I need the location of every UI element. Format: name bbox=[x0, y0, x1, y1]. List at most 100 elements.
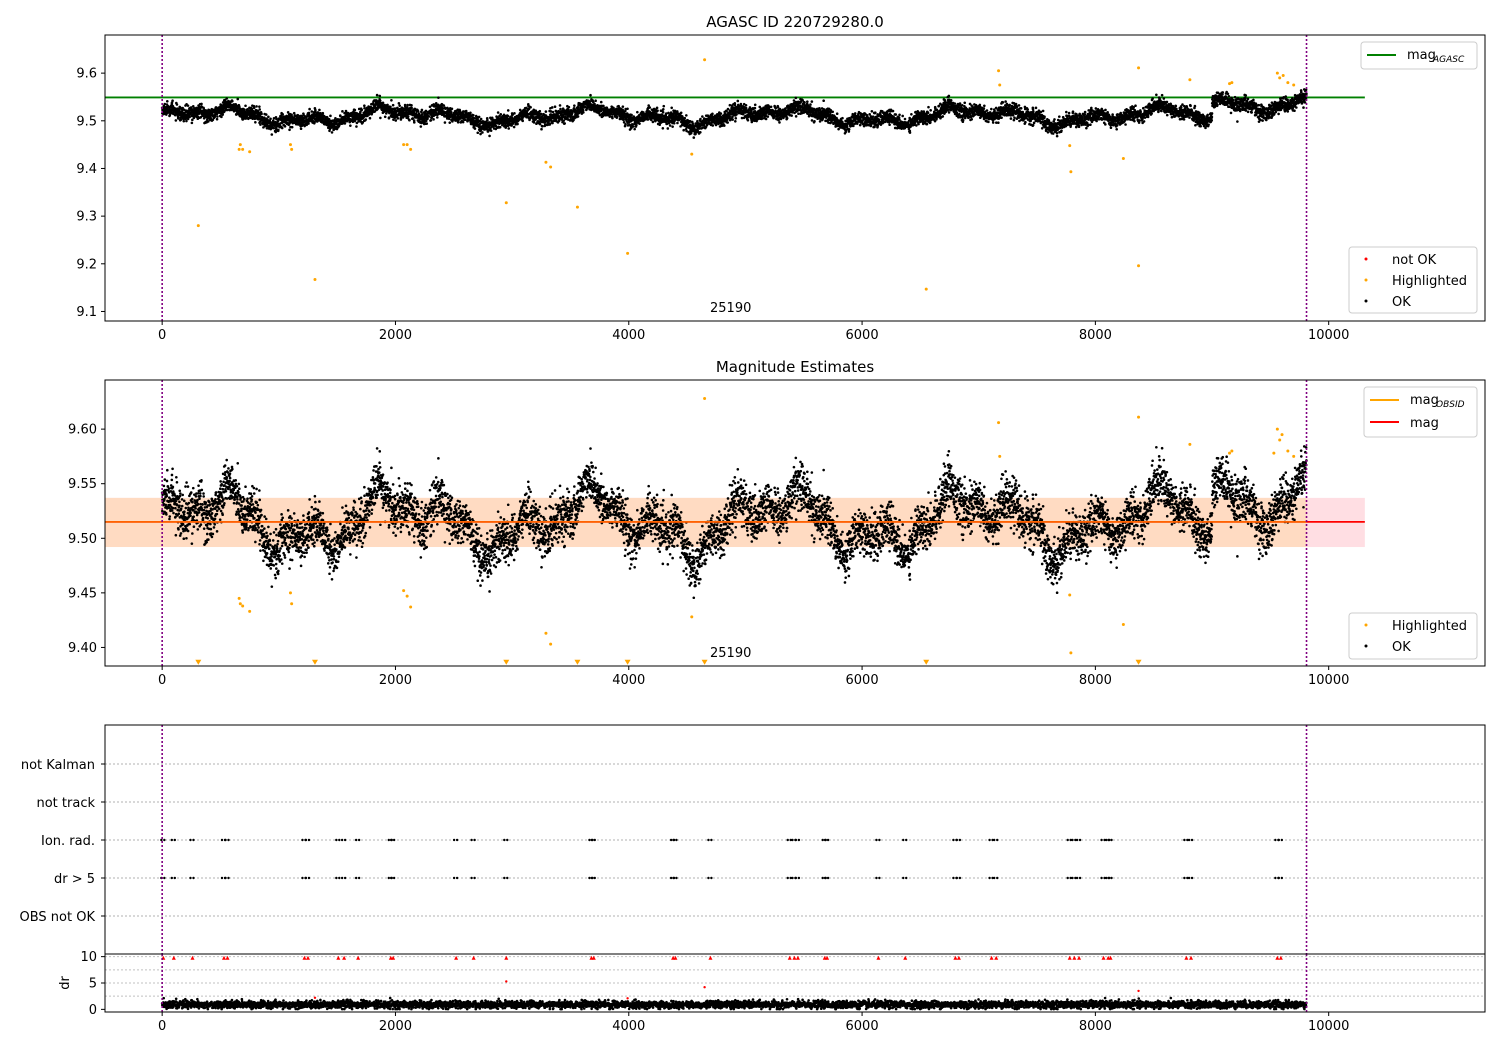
agasc-ok-point bbox=[652, 121, 655, 124]
agasc-ok-point bbox=[780, 118, 783, 121]
agasc-ok-point bbox=[273, 127, 276, 130]
agasc-ok-point bbox=[795, 115, 798, 118]
agasc-ok-point bbox=[384, 115, 387, 118]
agasc-ok-point bbox=[481, 131, 484, 134]
agasc-ok-point bbox=[296, 114, 299, 117]
agasc-ok-point bbox=[255, 105, 258, 108]
agasc-ok-point bbox=[809, 103, 812, 106]
agasc-ok-point bbox=[786, 117, 789, 120]
agasc-panel: AGASC ID 220729280.0 0 2000 4000 6000 8000 10… bbox=[76, 13, 1485, 343]
agasc-ok-point bbox=[450, 111, 453, 114]
agasc-ok-point bbox=[499, 113, 502, 116]
agasc-ok-point bbox=[341, 110, 344, 113]
agasc-ok-point bbox=[349, 124, 352, 127]
agasc-ok-point bbox=[284, 125, 287, 128]
agasc-ok-point bbox=[723, 124, 726, 127]
agasc-ok-point bbox=[841, 117, 844, 120]
agasc-ok-point bbox=[728, 115, 731, 118]
agasc-ok-point bbox=[648, 106, 651, 109]
agasc-ok-point bbox=[633, 128, 636, 131]
agasc-ok-point bbox=[917, 123, 920, 126]
agasc-ok-point bbox=[480, 118, 483, 121]
agasc-ok-point bbox=[539, 110, 542, 113]
agasc-ok-point bbox=[394, 119, 397, 122]
agasc-ok-point bbox=[360, 109, 363, 112]
agasc-ok-point bbox=[507, 109, 510, 112]
agasc-ok-point bbox=[417, 110, 420, 113]
agasc-ok-point bbox=[594, 99, 597, 102]
agasc-ok-point bbox=[318, 109, 321, 112]
agasc-ok-point bbox=[407, 115, 410, 118]
agasc-ok-point bbox=[737, 100, 740, 103]
agasc-ok-point bbox=[164, 103, 167, 106]
agasc-ok-point bbox=[436, 116, 439, 119]
agasc-ok-point bbox=[667, 112, 670, 115]
agasc-ok-point bbox=[806, 100, 809, 103]
agasc-ok-point bbox=[715, 124, 718, 127]
agasc-ok-point bbox=[624, 123, 627, 126]
agasc-ok-point bbox=[670, 106, 673, 109]
agasc-ok-point bbox=[363, 107, 366, 110]
agasc-ok-point bbox=[398, 104, 401, 107]
agasc-ok-point bbox=[166, 100, 169, 103]
agasc-ok-point bbox=[927, 111, 930, 114]
agasc-ok-point bbox=[573, 104, 576, 107]
agasc-ok-point bbox=[486, 119, 489, 122]
agasc-ok-point bbox=[632, 125, 635, 128]
agasc-ok-point bbox=[244, 104, 247, 107]
agasc-ok-point bbox=[258, 108, 261, 111]
agasc-ok-point bbox=[355, 125, 358, 128]
agasc-ok-point bbox=[876, 124, 879, 127]
agasc-ok-point bbox=[363, 104, 366, 107]
agasc-ok-point bbox=[420, 125, 423, 128]
agasc-ok-point bbox=[408, 119, 411, 122]
agasc-ok-point bbox=[836, 112, 839, 115]
agasc-ok-point bbox=[364, 118, 367, 121]
agasc-ok-point bbox=[559, 104, 562, 107]
agasc-ok-point bbox=[811, 100, 814, 103]
agasc-ok-point bbox=[936, 109, 939, 112]
agasc-ok-point bbox=[382, 102, 385, 105]
agasc-ok-point bbox=[673, 122, 676, 125]
agasc-ok-point bbox=[490, 129, 493, 132]
agasc-ok-point bbox=[191, 122, 194, 125]
agasc-ok-point bbox=[300, 127, 303, 130]
agasc-ok-point bbox=[701, 115, 704, 118]
agasc-ok-point bbox=[731, 118, 734, 121]
agasc-ok-point bbox=[448, 121, 451, 124]
agasc-ok-point bbox=[635, 124, 638, 127]
agasc-ok-point bbox=[533, 121, 536, 124]
agasc-ok-point bbox=[410, 107, 413, 110]
agasc-ok-point bbox=[854, 112, 857, 115]
agasc-ok-point bbox=[392, 104, 395, 107]
agasc-ok-point bbox=[329, 115, 332, 118]
agasc-ok-point bbox=[562, 119, 565, 122]
agasc-ok-point bbox=[711, 124, 714, 127]
agasc-ok-point bbox=[200, 103, 203, 106]
agasc-ok-point bbox=[390, 99, 393, 102]
agasc-ok-point bbox=[176, 103, 179, 106]
agasc-ok-point bbox=[683, 117, 686, 120]
agasc-ok-point bbox=[892, 110, 895, 113]
agasc-ok-point bbox=[680, 112, 683, 115]
agasc-ok-point bbox=[551, 106, 554, 109]
agasc-ok-point bbox=[437, 96, 440, 99]
agasc-ok-point bbox=[630, 114, 633, 117]
agasc-ok-point bbox=[795, 97, 798, 100]
agasc-ok-point bbox=[699, 131, 702, 134]
agasc-ok-point bbox=[551, 122, 554, 125]
agasc-ok-point bbox=[926, 123, 929, 126]
agasc-ok-point bbox=[813, 120, 816, 123]
figure: AGASC ID 220729280.0 0 2000 4000 6000 8000 10… bbox=[0, 0, 1500, 1050]
agasc-ok-point bbox=[478, 116, 481, 119]
agasc-ok-point bbox=[929, 109, 932, 112]
agasc-ok-point bbox=[281, 113, 284, 116]
agasc-ok-point bbox=[888, 123, 891, 126]
agasc-ok-point bbox=[822, 99, 825, 102]
agasc-ok-point bbox=[521, 120, 524, 123]
agasc-ok-point bbox=[225, 97, 228, 100]
agasc-ok-point bbox=[622, 105, 625, 108]
agasc-ok-point bbox=[476, 131, 479, 134]
agasc-ok-point bbox=[469, 111, 472, 114]
agasc-ok-point bbox=[260, 113, 263, 116]
